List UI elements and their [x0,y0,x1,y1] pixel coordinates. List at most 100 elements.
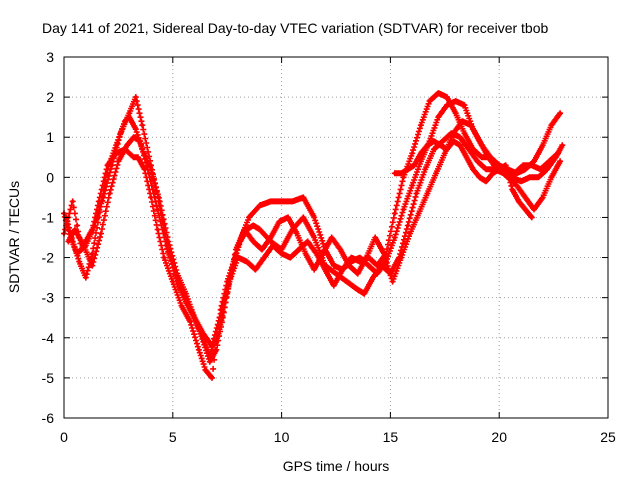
data-point [312,215,317,220]
data-point [253,267,258,272]
data-point [423,167,428,172]
data-series [61,90,566,381]
data-point [262,255,267,260]
data-point [425,143,430,147]
data-point [210,376,214,380]
data-point [73,227,77,232]
data-point [247,215,251,220]
data-point [208,352,212,356]
data-point [134,95,138,99]
series-trace-5 [391,138,535,221]
data-point [234,247,238,252]
y-tick-label: -3 [42,290,55,306]
data-point [295,231,299,236]
data-point [356,271,360,276]
data-point [164,243,169,248]
data-point [401,175,406,180]
data-point [416,211,421,216]
data-point [434,171,438,176]
data-point [408,231,412,236]
data-point [549,123,554,127]
data-point [149,163,153,168]
data-point [84,275,88,280]
y-axis-label: SDTVAR / TECUs [6,181,22,293]
data-point [484,167,488,172]
data-point [497,167,502,172]
data-point [406,223,410,228]
data-point [197,348,201,352]
data-point [305,239,310,244]
data-point [458,135,462,139]
data-point [556,151,560,156]
data-point [523,195,528,200]
data-point [332,283,336,288]
data-point [347,263,351,268]
data-point [530,163,534,168]
data-point [445,95,449,99]
data-point [312,235,317,240]
data-point [471,167,475,172]
data-point [340,267,345,272]
data-point [268,235,273,240]
data-point [393,235,397,240]
data-point [560,143,565,147]
data-point [458,143,462,147]
data-point [136,155,140,160]
data-point [451,139,456,143]
y-tick-label: 2 [46,89,54,105]
data-point [414,191,419,196]
data-point [268,199,273,204]
data-point [540,143,545,147]
x-tick-label: 10 [274,429,290,445]
data-point [332,263,336,268]
data-point [460,119,465,123]
data-point [258,203,262,208]
axis-ticks [63,56,609,419]
data-point [443,151,447,156]
data-point [225,291,229,296]
data-point [393,211,397,216]
data-point [155,227,160,232]
data-point [425,191,430,196]
data-point [314,251,319,256]
data-point [477,175,482,180]
data-point [173,271,177,276]
data-point [66,239,71,244]
data-point [436,91,441,95]
data-point [312,267,317,272]
data-point [558,111,562,115]
data-point [99,231,103,236]
data-point [338,247,343,252]
data-point [538,167,543,172]
data-point [134,127,138,131]
data-point [279,251,284,256]
data-point [349,255,354,260]
data-point [116,159,121,164]
data-point [453,99,458,103]
data-point [453,111,458,115]
data-point [188,319,192,324]
data-point [118,131,123,135]
y-tick-label: -6 [42,410,55,426]
data-point [464,155,469,160]
data-point [149,195,153,200]
data-point [406,167,410,172]
data-point [208,360,212,364]
y-tick-label: -1 [42,209,55,225]
data-point [125,143,129,147]
y-tick-label: -5 [42,370,55,386]
data-point [171,279,175,284]
data-point [375,263,380,268]
data-point [536,175,541,180]
data-point [373,235,378,240]
data-point [162,255,166,260]
data-point [375,271,380,276]
data-point [540,195,545,200]
data-point [203,368,208,372]
data-point [419,151,423,156]
data-point [131,155,136,160]
data-point [410,151,415,156]
data-point [523,207,528,212]
data-point [419,123,423,127]
data-point [303,251,308,256]
